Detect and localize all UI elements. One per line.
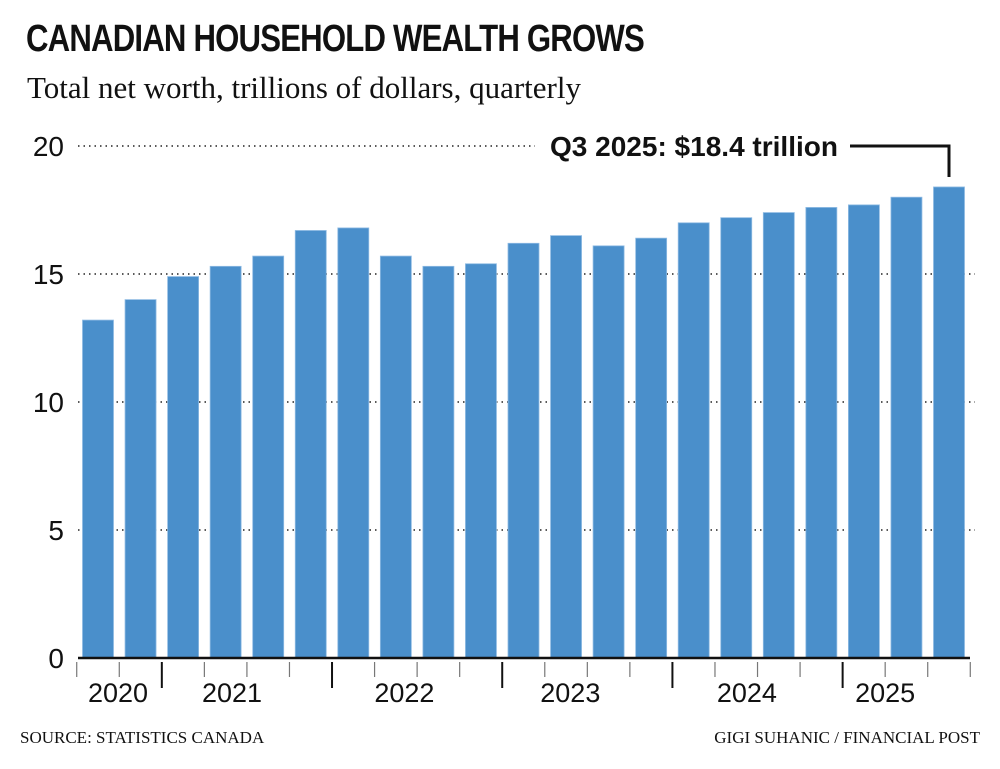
x-tick-label: 2023 bbox=[540, 678, 600, 708]
bar bbox=[592, 245, 625, 659]
bar bbox=[82, 319, 114, 659]
bar bbox=[507, 242, 540, 659]
annotation-leader-line bbox=[850, 144, 951, 177]
x-tick-label: 2020 bbox=[88, 678, 148, 708]
bar bbox=[294, 230, 327, 659]
bar bbox=[209, 265, 242, 659]
y-tick-label: 10 bbox=[33, 387, 64, 418]
y-tick-label: 0 bbox=[48, 643, 64, 674]
bar bbox=[550, 235, 582, 659]
bar bbox=[762, 212, 795, 659]
x-tick-label: 2024 bbox=[717, 678, 777, 708]
x-tick-label: 2022 bbox=[374, 678, 434, 708]
y-tick-label: 5 bbox=[48, 515, 64, 546]
bar bbox=[124, 299, 157, 659]
bar bbox=[933, 186, 965, 659]
chart-title: CANADIAN HOUSEHOLD WEALTH GROWS bbox=[26, 18, 645, 60]
bar bbox=[635, 237, 668, 659]
x-tick-label: 2021 bbox=[202, 678, 262, 708]
bar bbox=[379, 255, 412, 659]
bar bbox=[890, 196, 923, 659]
y-tick-label: 20 bbox=[33, 131, 64, 162]
bar bbox=[167, 276, 200, 659]
chart-subtitle: Total net worth, trillions of dollars, q… bbox=[27, 70, 581, 105]
bar bbox=[805, 207, 838, 659]
bar bbox=[848, 204, 880, 659]
bar bbox=[252, 255, 285, 659]
annotation-label: Q3 2025: $18.4 trillion bbox=[550, 131, 838, 162]
source-note: SOURCE: STATISTICS CANADA bbox=[20, 728, 265, 747]
bar bbox=[337, 227, 370, 659]
bar bbox=[720, 217, 753, 659]
bar bbox=[422, 265, 455, 659]
x-tick-label: 2025 bbox=[855, 678, 915, 708]
credit-note: GIGI SUHANIC / FINANCIAL POST bbox=[714, 728, 980, 747]
y-tick-label: 15 bbox=[33, 259, 64, 290]
bar bbox=[677, 222, 710, 659]
bar bbox=[465, 263, 497, 659]
